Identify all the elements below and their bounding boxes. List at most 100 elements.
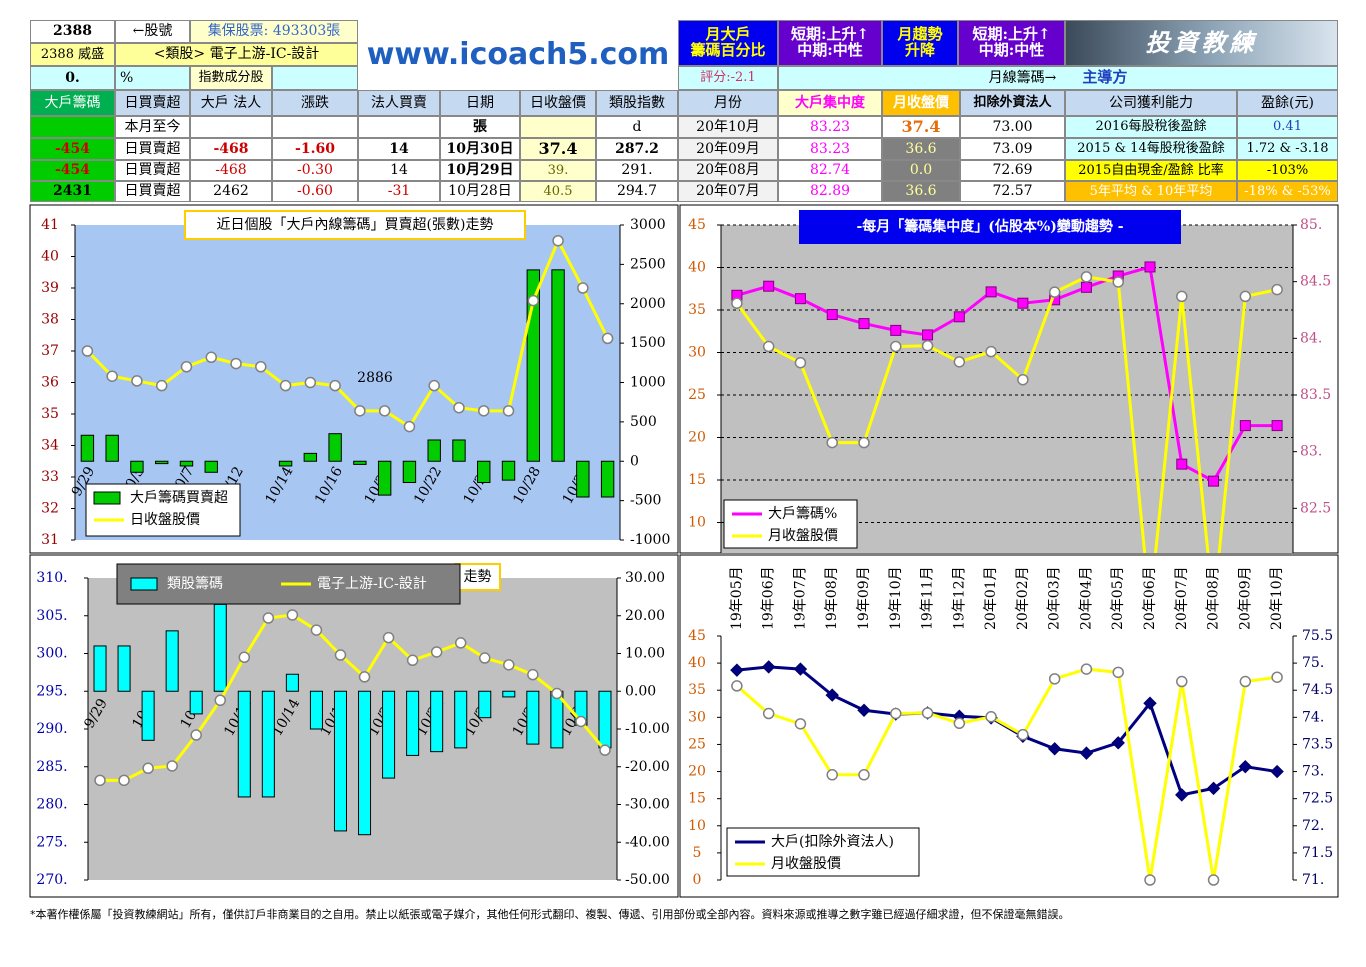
marker — [430, 646, 443, 658]
marker — [94, 774, 106, 787]
y2-tick-label: 1000 — [630, 375, 666, 391]
legend-label: 電子上游-IC-設計 — [317, 576, 427, 592]
y2-tick-label: -40.00 — [625, 834, 670, 850]
marker — [1144, 874, 1156, 886]
y-tick-label: 45 — [688, 628, 706, 644]
x-tick-label: 20年10月 — [1269, 566, 1285, 630]
table-cell: 39. — [520, 160, 596, 181]
table-cell: 73.00 — [960, 116, 1065, 138]
y2-tick-label: 72.5 — [1302, 791, 1333, 807]
bar — [526, 690, 540, 745]
table-cell: 294.7 — [596, 181, 678, 202]
box2-line: 升降 — [904, 41, 935, 59]
y-tick-label: 15 — [688, 791, 706, 807]
y-tick-label: 34 — [41, 438, 59, 454]
bar — [430, 690, 444, 753]
table-cell: 0.0 — [882, 160, 960, 181]
y2-tick-label: -20.00 — [625, 759, 670, 775]
y-tick-label: 270. — [36, 872, 67, 888]
x-tick-label: 19年06月 — [761, 566, 777, 630]
y-tick-label: 20 — [688, 764, 706, 780]
marker — [329, 379, 341, 392]
bar — [237, 690, 251, 798]
marker — [826, 769, 838, 781]
y2-tick-label: 73.5 — [1302, 736, 1333, 752]
marker — [1239, 675, 1252, 688]
y-tick-label: 39 — [41, 280, 59, 296]
y2-tick-label: 83.5 — [1300, 387, 1331, 403]
marker — [214, 694, 226, 707]
marker — [81, 345, 94, 357]
chart: 270. 275. 280. 285. 290. 295. 300. 305. 310. -50.… — [36, 570, 669, 888]
marker — [453, 401, 465, 414]
x-tick-label: 19年09月 — [856, 566, 872, 630]
y2-tick-label: 84.5 — [1300, 274, 1331, 290]
marker — [230, 357, 242, 370]
table-cell: -31 — [358, 181, 440, 202]
table-cell — [190, 116, 272, 138]
marker — [1111, 736, 1125, 750]
bar — [80, 434, 95, 462]
marker — [1239, 420, 1251, 432]
x-tick-label: 19年11月 — [920, 566, 936, 630]
marker — [503, 659, 515, 671]
column-header: 大戶 法人 — [190, 90, 272, 116]
bar — [141, 690, 155, 741]
table-cell: 287.2 — [596, 138, 678, 160]
marker — [1270, 764, 1284, 779]
marker — [1047, 742, 1062, 756]
bar — [502, 690, 516, 698]
table-cell: 20年08月 — [678, 160, 778, 181]
marker — [286, 609, 299, 621]
table-cell: 72.69 — [960, 160, 1065, 181]
bar — [189, 690, 203, 715]
table-cell: 20年07月 — [678, 181, 778, 202]
y-tick-label: 40 — [688, 260, 706, 276]
marker — [985, 345, 997, 358]
column-header: 扣除外資法人 — [960, 90, 1065, 116]
bar — [598, 690, 612, 749]
legend-label: 大戶籌碼買賣超 — [130, 490, 228, 506]
table-cell: 日買賣超 — [115, 160, 190, 181]
table-cell: 10月29日 — [440, 160, 520, 181]
bar — [165, 630, 179, 692]
table-cell: 20年10月 — [678, 116, 778, 138]
marker — [552, 235, 564, 247]
bar — [105, 434, 119, 462]
bar — [204, 460, 218, 473]
y-tick-label: 35 — [41, 406, 59, 422]
marker — [1017, 373, 1029, 386]
y-tick-label: 25 — [688, 736, 706, 752]
box2-line: 月趨勢 — [897, 25, 943, 44]
y2-tick-label: 0.00 — [625, 683, 656, 699]
marker — [142, 762, 154, 775]
table-cell: -0.60 — [272, 181, 358, 202]
marker — [334, 649, 347, 661]
y2-tick-label: 72. — [1302, 818, 1324, 834]
blank-cell — [272, 66, 358, 90]
y2-tick-label: 73. — [1302, 764, 1324, 780]
y2-tick-label: 30.00 — [625, 570, 665, 586]
y-tick-label: 25 — [688, 387, 706, 403]
bar — [278, 460, 293, 467]
y-tick-label: 38 — [41, 312, 59, 328]
marker — [358, 671, 371, 683]
bar — [333, 690, 347, 832]
bar — [382, 690, 396, 779]
column-header: 日期 — [440, 90, 520, 116]
footer: *本著作權係屬「投資教練網站」所有，僅供訂戶非商業目的之自用。禁止以紙張或電子媒… — [30, 908, 1070, 922]
bar — [303, 452, 318, 462]
pct-unit: % — [115, 66, 190, 90]
table-cell: 14 — [358, 160, 440, 181]
x-tick-label: 20年06月 — [1142, 566, 1158, 630]
marker — [238, 651, 251, 664]
marker — [155, 379, 168, 392]
table-cell: 本月至今 — [115, 116, 190, 138]
bar — [576, 460, 590, 498]
table-cell: -1.60 — [272, 138, 358, 160]
y2-tick-label: 82.5 — [1300, 500, 1331, 516]
y2-tick-label: -1000 — [630, 532, 670, 548]
column-header: 月收盤價 — [882, 90, 960, 116]
bar — [179, 460, 194, 467]
